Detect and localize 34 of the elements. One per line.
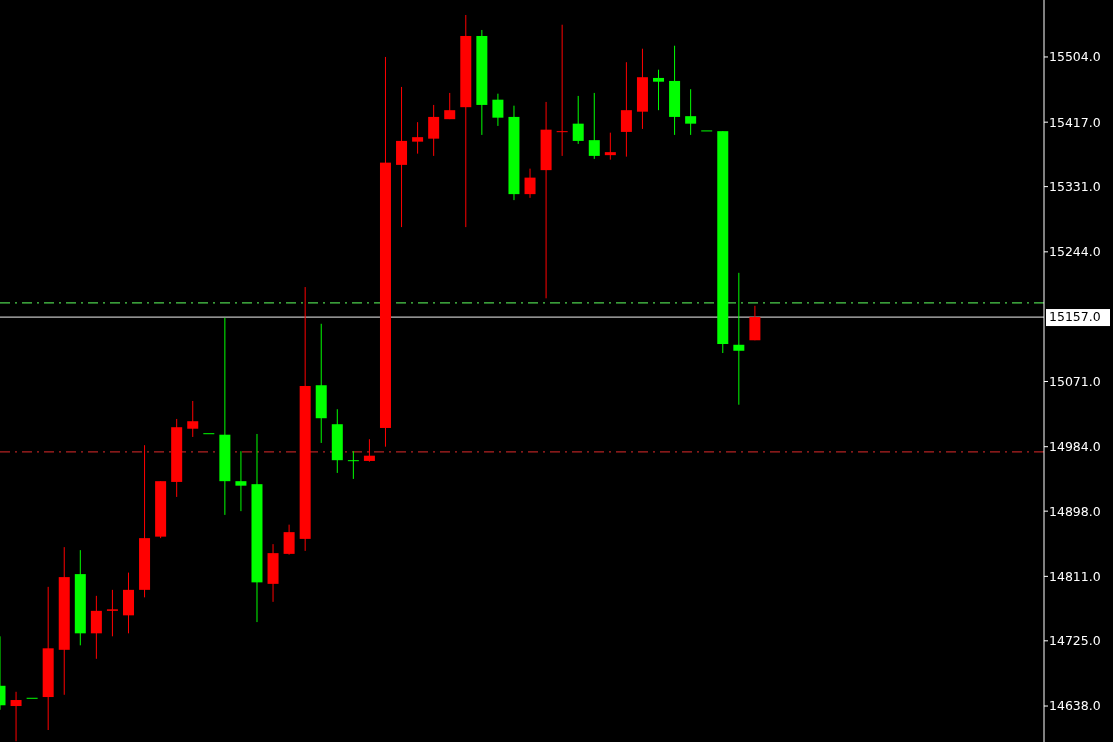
candlestick	[187, 400, 199, 438]
candlestick	[572, 95, 584, 145]
y-tick-label: 14811.0	[1049, 568, 1101, 584]
candlestick	[428, 104, 440, 157]
candlestick	[412, 121, 424, 155]
y-tick-label: 15504.0	[1049, 49, 1101, 65]
candlestick	[235, 450, 247, 512]
y-tick-label: 15071.0	[1049, 373, 1101, 389]
y-tick-label: 15417.0	[1049, 114, 1101, 130]
y-tick-label: 14898.0	[1049, 503, 1101, 519]
y-tick-label: 14984.0	[1049, 439, 1101, 455]
candlestick	[444, 92, 456, 120]
candlestick	[396, 86, 408, 228]
y-tick-label: 14638.0	[1049, 698, 1101, 714]
candlestick	[556, 24, 568, 157]
candlestick	[492, 93, 504, 127]
ref-line-label: 15157.0	[1049, 309, 1101, 325]
candlestick	[283, 524, 295, 556]
candlestick	[10, 691, 22, 742]
candlestick	[90, 595, 102, 660]
y-tick-label: 15244.0	[1049, 244, 1101, 260]
candlestick	[347, 450, 359, 480]
y-tick-label: 14725.0	[1049, 633, 1101, 649]
candlestick	[685, 88, 697, 136]
y-tick-label: 15331.0	[1049, 179, 1101, 194]
candlestick	[733, 272, 745, 406]
candlestick	[363, 438, 375, 463]
candlestick	[620, 61, 632, 158]
candlestick	[588, 92, 600, 160]
candlestick	[749, 305, 761, 341]
candlestick	[604, 132, 616, 161]
candlestick	[106, 589, 118, 637]
candlestick	[524, 168, 536, 199]
candlestick	[653, 69, 665, 111]
